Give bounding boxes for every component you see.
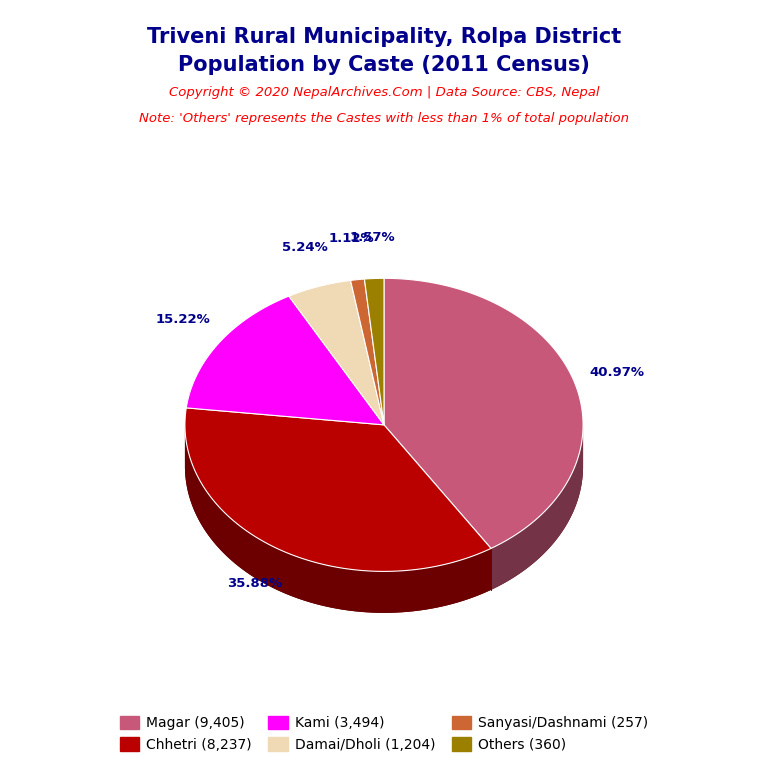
Text: 1.12%: 1.12% [329,233,375,246]
Polygon shape [185,425,583,613]
Text: Note: 'Others' represents the Castes with less than 1% of total population: Note: 'Others' represents the Castes wit… [139,112,629,125]
Polygon shape [185,426,491,613]
Polygon shape [187,296,384,425]
Legend: Magar (9,405), Chhetri (8,237), Kami (3,494), Damai/Dholi (1,204), Sanyasi/Dashn: Magar (9,405), Chhetri (8,237), Kami (3,… [114,710,654,757]
Text: Triveni Rural Municipality, Rolpa District: Triveni Rural Municipality, Rolpa Distri… [147,27,621,47]
Polygon shape [491,426,583,590]
Text: 15.22%: 15.22% [155,313,210,326]
Polygon shape [350,279,384,425]
Text: Copyright © 2020 NepalArchives.Com | Data Source: CBS, Nepal: Copyright © 2020 NepalArchives.Com | Dat… [169,86,599,99]
Text: 35.88%: 35.88% [227,578,283,591]
Polygon shape [365,278,384,425]
Polygon shape [289,280,384,425]
Polygon shape [384,278,583,548]
Text: 40.97%: 40.97% [590,366,644,379]
Text: 5.24%: 5.24% [282,241,327,254]
Text: Population by Caste (2011 Census): Population by Caste (2011 Census) [178,55,590,75]
Polygon shape [185,408,491,571]
Text: 1.57%: 1.57% [349,231,395,244]
